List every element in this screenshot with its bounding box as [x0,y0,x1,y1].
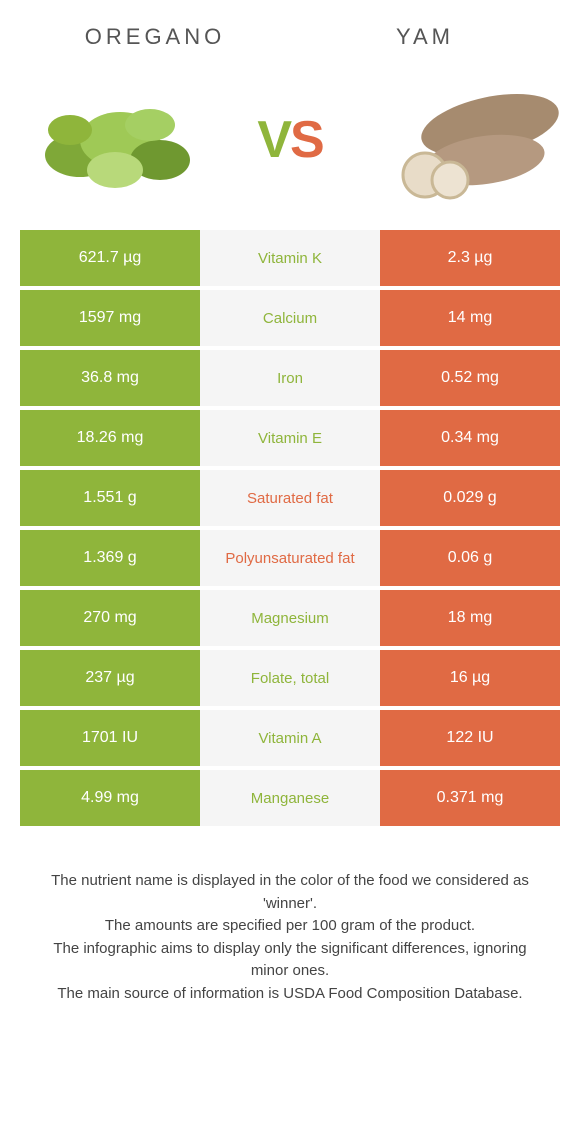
table-row: 1701 IUVitamin A122 IU [20,710,560,766]
table-row: 1597 mgCalcium14 mg [20,290,560,346]
left-value-cell: 1701 IU [20,710,200,766]
footer-line: The main source of information is USDA F… [40,983,540,1006]
vs-label: V S [257,110,322,170]
table-row: 1.551 gSaturated fat0.029 g [20,470,560,526]
footer-line: The nutrient name is displayed in the co… [40,870,540,915]
right-value-cell: 14 mg [380,290,560,346]
footer-notes: The nutrient name is displayed in the co… [0,830,580,1025]
nutrient-label-cell: Polyunsaturated fat [200,530,380,586]
nutrient-label-cell: Folate, total [200,650,380,706]
nutrient-label-cell: Vitamin K [200,230,380,286]
title-row: OREGANO YAM [0,0,580,60]
table-row: 237 µgFolate, total16 µg [20,650,560,706]
right-value-cell: 0.029 g [380,470,560,526]
left-value-cell: 270 mg [20,590,200,646]
yam-image [370,75,560,205]
right-value-cell: 0.06 g [380,530,560,586]
table-row: 621.7 µgVitamin K2.3 µg [20,230,560,286]
table-row: 270 mgMagnesium18 mg [20,590,560,646]
right-value-cell: 122 IU [380,710,560,766]
nutrient-label-cell: Iron [200,350,380,406]
nutrient-label-cell: Saturated fat [200,470,380,526]
nutrient-label-cell: Magnesium [200,590,380,646]
nutrient-label-cell: Calcium [200,290,380,346]
footer-line: The infographic aims to display only the… [40,938,540,983]
comparison-table: 621.7 µgVitamin K2.3 µg1597 mgCalcium14 … [0,230,580,826]
footer-line: The amounts are specified per 100 gram o… [40,915,540,938]
left-value-cell: 4.99 mg [20,770,200,826]
table-row: 18.26 mgVitamin E0.34 mg [20,410,560,466]
right-value-cell: 0.52 mg [380,350,560,406]
left-value-cell: 18.26 mg [20,410,200,466]
right-value-cell: 16 µg [380,650,560,706]
vs-v: V [257,110,290,170]
table-row: 36.8 mgIron0.52 mg [20,350,560,406]
left-food-title: OREGANO [20,24,290,50]
oregano-image [20,75,210,205]
left-value-cell: 1.369 g [20,530,200,586]
table-row: 4.99 mgManganese0.371 mg [20,770,560,826]
vs-s: S [290,110,323,170]
left-value-cell: 621.7 µg [20,230,200,286]
right-value-cell: 18 mg [380,590,560,646]
right-food-title: YAM [290,24,560,50]
right-value-cell: 0.371 mg [380,770,560,826]
left-value-cell: 1.551 g [20,470,200,526]
left-value-cell: 237 µg [20,650,200,706]
left-value-cell: 1597 mg [20,290,200,346]
right-value-cell: 2.3 µg [380,230,560,286]
left-value-cell: 36.8 mg [20,350,200,406]
nutrient-label-cell: Vitamin E [200,410,380,466]
nutrient-label-cell: Manganese [200,770,380,826]
right-value-cell: 0.34 mg [380,410,560,466]
images-row: V S [0,60,580,230]
nutrient-label-cell: Vitamin A [200,710,380,766]
table-row: 1.369 gPolyunsaturated fat0.06 g [20,530,560,586]
